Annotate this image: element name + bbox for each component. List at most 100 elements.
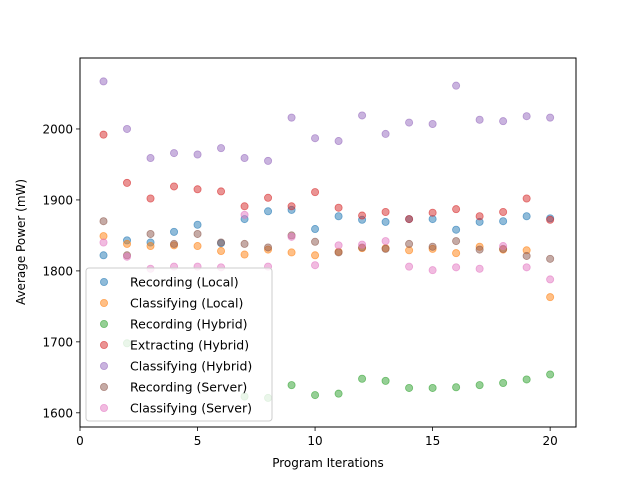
data-point bbox=[381, 207, 390, 216]
legend-entry: Classifying (Server) bbox=[130, 401, 252, 416]
data-point bbox=[405, 215, 414, 224]
data-point bbox=[287, 113, 296, 122]
data-point bbox=[240, 250, 249, 259]
data-point bbox=[193, 220, 202, 229]
data-point bbox=[452, 383, 461, 392]
data-point bbox=[358, 211, 367, 220]
data-point bbox=[475, 264, 484, 273]
legend-marker bbox=[100, 361, 109, 370]
y-tick-label: 1700 bbox=[42, 335, 73, 349]
data-point bbox=[123, 178, 132, 187]
data-point bbox=[264, 243, 273, 252]
y-tick-label: 1900 bbox=[42, 193, 73, 207]
x-tick-label: 20 bbox=[543, 434, 558, 448]
data-point bbox=[240, 210, 249, 219]
data-point bbox=[217, 247, 226, 256]
data-point bbox=[170, 227, 179, 236]
data-point bbox=[381, 129, 390, 138]
data-point bbox=[170, 149, 179, 158]
legend-entry: Recording (Server) bbox=[130, 380, 247, 395]
data-point bbox=[428, 208, 437, 217]
data-point bbox=[99, 130, 108, 139]
data-point bbox=[217, 144, 226, 153]
data-point bbox=[522, 194, 531, 203]
data-point bbox=[381, 217, 390, 226]
data-point bbox=[522, 112, 531, 121]
data-point bbox=[428, 119, 437, 128]
data-point bbox=[428, 242, 437, 251]
data-point bbox=[146, 194, 155, 203]
legend-entry: Extracting (Hybrid) bbox=[130, 338, 249, 353]
data-point bbox=[334, 241, 343, 250]
x-axis-label: Program Iterations bbox=[272, 456, 384, 470]
data-point bbox=[99, 77, 108, 86]
legend-box bbox=[85, 267, 273, 422]
data-point bbox=[452, 225, 461, 234]
data-point bbox=[146, 229, 155, 238]
data-point bbox=[217, 238, 226, 247]
legend: Recording (Local) Classifying (Local) Reco… bbox=[85, 267, 273, 422]
data-point bbox=[428, 266, 437, 275]
data-point bbox=[146, 242, 155, 251]
data-point bbox=[311, 188, 320, 197]
data-point bbox=[287, 232, 296, 241]
data-point bbox=[240, 154, 249, 163]
data-point bbox=[452, 205, 461, 214]
data-point bbox=[123, 239, 132, 248]
data-point bbox=[99, 251, 108, 260]
data-point bbox=[452, 237, 461, 246]
data-point bbox=[381, 376, 390, 385]
data-point bbox=[546, 215, 555, 224]
data-point bbox=[334, 212, 343, 221]
data-point bbox=[311, 251, 320, 260]
data-point bbox=[499, 242, 508, 251]
plot-frame bbox=[79, 57, 577, 428]
data-point bbox=[358, 374, 367, 383]
data-point bbox=[546, 275, 555, 284]
data-point bbox=[311, 225, 320, 234]
data-point bbox=[99, 217, 108, 226]
data-point bbox=[311, 391, 320, 400]
data-point bbox=[546, 293, 555, 302]
data-point bbox=[334, 203, 343, 212]
y-axis-ticks: 1600 1700 1800 1900 2000 bbox=[42, 122, 80, 420]
y-axis-label: Average Power (mW) bbox=[14, 179, 28, 305]
data-point bbox=[358, 240, 367, 249]
legend-marker bbox=[100, 319, 109, 328]
y-tick-label: 2000 bbox=[42, 122, 73, 136]
legend-marker bbox=[100, 298, 109, 307]
data-point bbox=[193, 185, 202, 194]
data-point bbox=[475, 245, 484, 254]
data-point bbox=[499, 378, 508, 387]
data-point bbox=[452, 81, 461, 90]
legend-entry: Classifying (Local) bbox=[130, 296, 243, 311]
data-point bbox=[311, 261, 320, 270]
data-point bbox=[334, 137, 343, 146]
data-point bbox=[405, 383, 414, 392]
legend-marker bbox=[100, 382, 109, 391]
data-point bbox=[240, 239, 249, 248]
data-point bbox=[546, 113, 555, 122]
data-point bbox=[287, 381, 296, 390]
data-point bbox=[546, 370, 555, 379]
data-point bbox=[428, 383, 437, 392]
data-point bbox=[475, 381, 484, 390]
data-point bbox=[405, 262, 414, 271]
data-point bbox=[170, 239, 179, 248]
legend-entry: Recording (Hybrid) bbox=[130, 317, 248, 332]
data-point bbox=[123, 252, 132, 261]
data-point bbox=[193, 229, 202, 238]
x-tick-label: 0 bbox=[76, 434, 84, 448]
x-tick-label: 5 bbox=[194, 434, 202, 448]
x-tick-label: 15 bbox=[425, 434, 440, 448]
data-point bbox=[381, 237, 390, 246]
data-point bbox=[217, 187, 226, 196]
data-point bbox=[170, 182, 179, 191]
y-tick-label: 1600 bbox=[42, 406, 73, 420]
data-point bbox=[287, 202, 296, 211]
data-point bbox=[264, 207, 273, 216]
data-point bbox=[405, 118, 414, 127]
data-point bbox=[334, 248, 343, 257]
data-point bbox=[99, 238, 108, 247]
